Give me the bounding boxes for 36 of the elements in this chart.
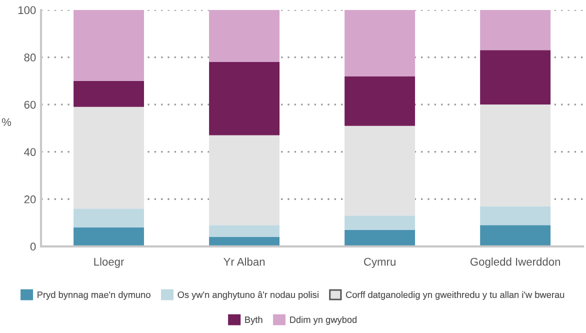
legend-label: Byth bbox=[245, 316, 262, 325]
x-tick-label: Lloegr bbox=[94, 258, 124, 268]
bar bbox=[344, 126, 416, 216]
y-axis-title: % bbox=[2, 118, 12, 126]
y-tick-label: 20 bbox=[24, 195, 36, 204]
x-tick-label: Gogledd Iwerddon bbox=[470, 258, 560, 268]
bar bbox=[480, 10, 551, 50]
legend-label: Pryd bynnag mae'n dymuno bbox=[38, 291, 150, 300]
bar bbox=[209, 236, 280, 246]
legend-label: Ddim yn gwybod bbox=[290, 316, 357, 325]
bar bbox=[344, 216, 416, 230]
y-tick-label: 40 bbox=[24, 148, 36, 156]
y-tick-label: 0 bbox=[30, 242, 36, 251]
bar bbox=[74, 10, 144, 81]
bar bbox=[209, 225, 280, 237]
bar bbox=[480, 104, 551, 206]
bar bbox=[74, 80, 144, 107]
x-tick-label: Cymru bbox=[364, 258, 396, 268]
bar bbox=[74, 208, 144, 228]
bar bbox=[74, 106, 144, 209]
bar bbox=[209, 135, 280, 226]
bar bbox=[480, 50, 551, 105]
bar bbox=[344, 230, 416, 246]
bar bbox=[209, 10, 280, 62]
x-tick-label: Yr Alban bbox=[224, 258, 265, 266]
bar bbox=[344, 10, 416, 76]
y-tick-label: 100 bbox=[18, 6, 36, 14]
legend-label: Os yw'n anghytuno â'r nodau polisi bbox=[178, 291, 318, 300]
legend-label: Corff datganoledig yn gweithredu y tu allan i'w bwerau bbox=[346, 291, 564, 300]
bar bbox=[480, 225, 551, 246]
y-tick-label: 80 bbox=[24, 54, 36, 62]
y-tick-label: 60 bbox=[24, 100, 36, 109]
bar bbox=[344, 76, 416, 126]
bar bbox=[209, 62, 280, 136]
bar bbox=[480, 206, 551, 226]
bar bbox=[74, 228, 144, 246]
